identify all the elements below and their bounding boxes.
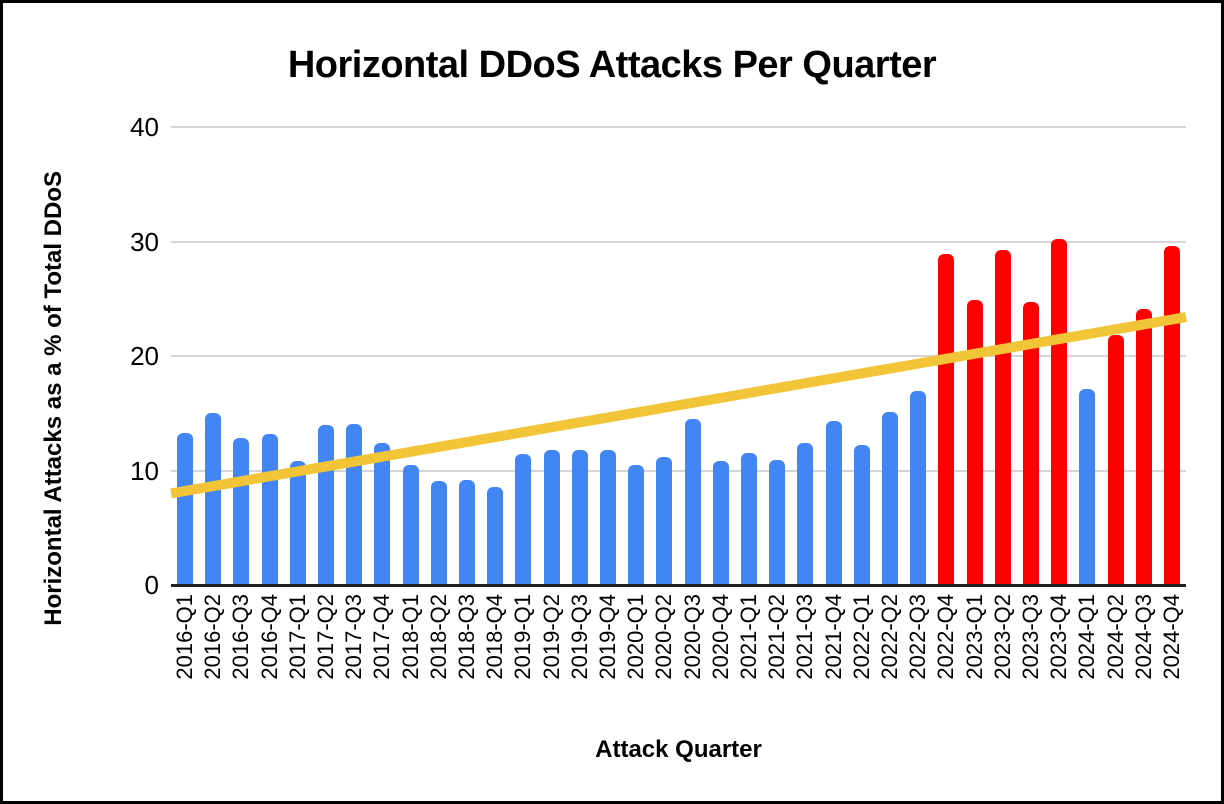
x-tick-label: 2020-Q4 [707, 594, 733, 680]
bar-2019-Q4 [600, 449, 616, 585]
bar-2024-Q1 [1079, 389, 1096, 585]
x-tick-label: 2023-Q4 [1046, 594, 1072, 680]
x-tick-label: 2020-Q3 [679, 594, 705, 680]
bar-2022-Q2 [881, 412, 898, 585]
bar-2020-Q2 [656, 456, 673, 585]
x-tick-label: 2023-Q1 [961, 594, 987, 680]
x-tick-label: 2021-Q1 [735, 594, 761, 680]
x-axis-line [171, 584, 1186, 587]
x-tick-label: 2018-Q3 [454, 594, 480, 680]
gridline [171, 240, 1186, 243]
bar-2018-Q4 [487, 486, 504, 585]
x-tick-label: 2021-Q4 [820, 594, 846, 680]
x-tick-label: 2022-Q4 [933, 594, 959, 680]
x-tick-label: 2019-Q2 [538, 594, 564, 680]
x-tick-label: 2016-Q3 [228, 594, 254, 680]
x-tick-label: 2017-Q3 [341, 594, 367, 680]
x-tick-label: 2022-Q2 [876, 594, 902, 680]
x-tick-label: 2017-Q2 [313, 594, 339, 680]
bar-2022-Q4 [938, 254, 955, 585]
bar-2023-Q4 [1051, 239, 1068, 585]
x-tick-label: 2017-Q4 [369, 594, 395, 680]
x-tick-label: 2024-Q3 [1130, 594, 1156, 680]
gridline [171, 469, 1186, 472]
bar-2018-Q3 [459, 479, 476, 585]
bar-2016-Q3 [233, 438, 250, 585]
y-tick-label: 40 [130, 112, 159, 142]
gridline [171, 355, 1186, 357]
chart-title: Horizontal DDoS Attacks Per Quarter [287, 44, 937, 86]
bar-2021-Q4 [825, 421, 842, 585]
bar-2018-Q2 [430, 480, 447, 585]
x-tick-label: 2020-Q1 [623, 594, 649, 680]
bar-2019-Q3 [571, 449, 588, 585]
x-tick-label: 2018-Q2 [425, 594, 451, 680]
bar-2023-Q1 [966, 299, 983, 585]
x-tick-label: 2019-Q4 [595, 594, 620, 680]
x-tick-label: 2023-Q3 [1017, 594, 1043, 680]
x-tick-label: 2017-Q1 [284, 594, 310, 680]
y-tick-label: 30 [130, 226, 159, 257]
bar-2021-Q1 [740, 453, 757, 585]
y-tick-label: 0 [144, 570, 159, 600]
bar-2016-Q2 [205, 413, 222, 585]
x-tick-label: 2024-Q1 [1074, 594, 1100, 680]
x-tick-label: 2016-Q4 [256, 594, 282, 680]
bar-2021-Q3 [797, 443, 814, 585]
y-axis-title: Horizontal Attacks as a % of Total DDoS [40, 170, 67, 626]
y-axis-title-wrap: Horizontal Attacks as a % of Total DDoS [37, 127, 71, 669]
x-tick-label: 2024-Q4 [1158, 594, 1184, 680]
x-tick-label: 2019-Q1 [510, 594, 536, 680]
bar-2018-Q1 [402, 464, 419, 585]
x-tick-label: 2018-Q4 [482, 594, 508, 680]
x-tick-label: 2019-Q3 [566, 594, 592, 680]
bar-2020-Q3 [684, 418, 701, 585]
bar-2022-Q3 [910, 391, 927, 585]
x-tick-label: 2016-Q2 [200, 594, 226, 680]
bar-2019-Q1 [515, 454, 532, 585]
x-tick-label: 2018-Q1 [397, 594, 423, 680]
x-tick-label: 2021-Q2 [764, 594, 790, 680]
bar-2021-Q2 [769, 460, 786, 585]
bar-2022-Q1 [853, 445, 870, 585]
bar-2023-Q3 [1022, 302, 1039, 585]
bar-2020-Q1 [628, 464, 645, 585]
bar-2024-Q2 [1107, 335, 1124, 585]
x-tick-label: 2022-Q3 [905, 594, 931, 680]
gridline [171, 126, 1186, 128]
x-axis-title: Attack Quarter [595, 736, 762, 763]
bar-2024-Q3 [1135, 309, 1152, 585]
y-tick-label: 20 [130, 341, 159, 371]
y-tick-label: 10 [130, 455, 159, 486]
bar-2024-Q4 [1163, 246, 1180, 585]
x-tick-label: 2022-Q1 [848, 594, 874, 680]
bar-2017-Q4 [374, 443, 391, 585]
bar-2023-Q2 [994, 249, 1011, 585]
x-tick-label: 2016-Q1 [172, 594, 198, 680]
x-tick-label: 2023-Q2 [989, 594, 1015, 680]
x-tick-label: 2021-Q3 [792, 594, 818, 680]
x-tick-label: 2020-Q2 [651, 594, 677, 680]
bar-2019-Q2 [543, 449, 560, 585]
x-tick-label: 2024-Q2 [1102, 594, 1128, 680]
bar-2020-Q4 [712, 461, 729, 585]
trendline [170, 312, 1187, 499]
bar-2016-Q1 [177, 432, 194, 585]
bar-2017-Q1 [289, 461, 306, 585]
